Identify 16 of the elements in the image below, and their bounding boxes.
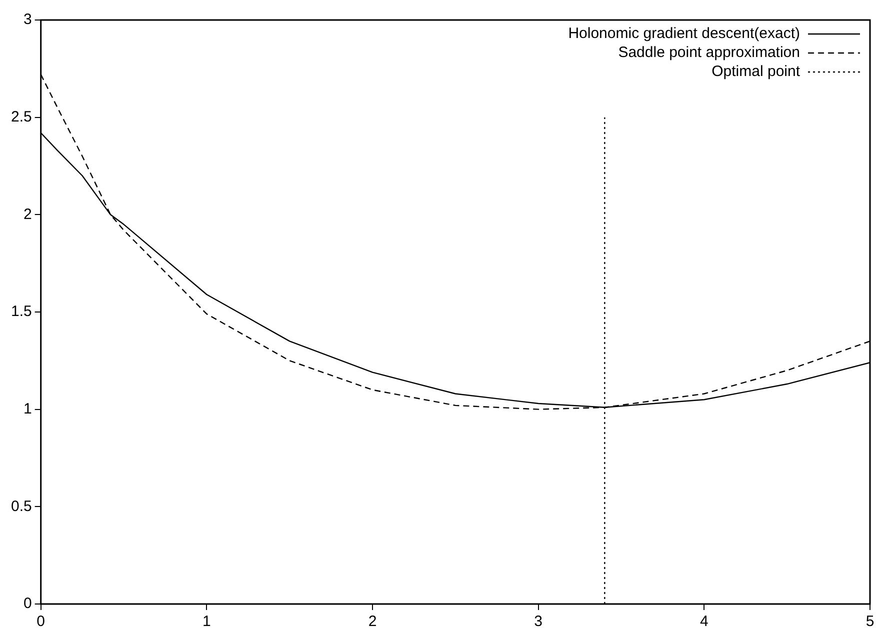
y-tick-label: 0.5: [10, 498, 32, 515]
y-tick-label: 1.5: [10, 303, 32, 320]
legend-label: Saddle point approximation: [618, 44, 800, 62]
y-tick-label: 1: [24, 400, 32, 418]
y-tick-label: 0: [24, 595, 32, 612]
y-tick-label: 2: [24, 206, 32, 223]
y-tick-label: 3: [24, 11, 32, 28]
y-tick-label: 2.5: [10, 108, 32, 126]
x-tick-label: 3: [534, 613, 543, 630]
x-tick-label: 5: [866, 613, 874, 630]
legend-label: Holonomic gradient descent(exact): [568, 25, 800, 42]
x-tick-label: 0: [36, 613, 46, 630]
x-tick-label: 1: [202, 613, 211, 630]
x-tick-label: 4: [700, 613, 708, 630]
legend-label: Optimal point: [712, 63, 801, 80]
x-tick-label: 2: [368, 613, 377, 630]
